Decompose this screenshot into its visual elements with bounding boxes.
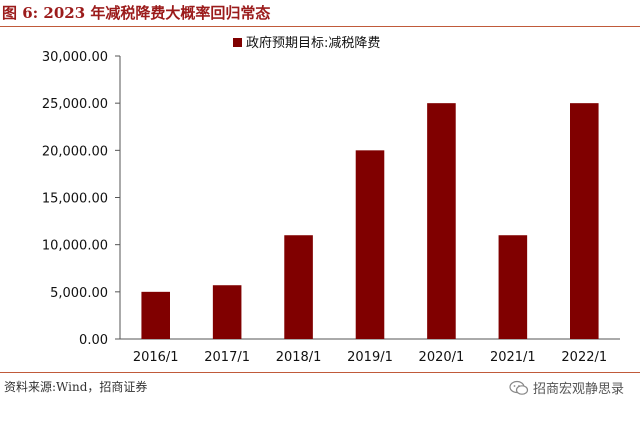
x-tick-label: 2020/1: [419, 350, 465, 365]
y-tick-label: 20,000.00: [42, 144, 108, 159]
y-tick-label: 0.00: [79, 333, 108, 348]
x-tick-label: 2019/1: [347, 350, 393, 365]
source-note: 资料来源:Wind，招商证券: [4, 380, 148, 394]
y-tick-label: 10,000.00: [42, 239, 108, 254]
footer-divider: [0, 372, 640, 373]
bar: [212, 285, 242, 339]
bar: [284, 235, 313, 339]
bar-chart: 0.00 5,000.00 10,000.00 15,000.00 20,000.00 2…: [42, 36, 620, 365]
y-tick-label: 15,000.00: [42, 192, 108, 207]
figure-title: 图 6: 2023 年减税降费大概率回归常态: [2, 4, 271, 22]
title-divider: [0, 26, 640, 27]
bar: [427, 103, 456, 340]
bar: [355, 150, 385, 339]
legend-swatch: [233, 38, 242, 47]
bar: [141, 291, 170, 339]
wechat-icon: [509, 380, 529, 395]
x-tick-label: 2018/1: [276, 350, 322, 365]
bar: [570, 103, 599, 340]
bar: [498, 235, 528, 339]
x-tick-label: 2022/1: [561, 350, 607, 365]
x-tick-label: 2017/1: [204, 350, 250, 365]
watermark: 招商宏观静思录: [509, 378, 624, 397]
bars: [141, 103, 599, 340]
y-axis: 0.00 5,000.00 10,000.00 15,000.00 20,000.00 2…: [42, 50, 121, 348]
x-axis: 2016/1 2017/1 2018/1 2019/1 2020/1 2021/1 2022…: [120, 338, 620, 365]
legend: 政府预期目标:减税降费: [233, 36, 380, 51]
legend-label: 政府预期目标:减税降费: [246, 36, 380, 51]
x-tick-label: 2021/1: [490, 350, 536, 365]
x-tick-label: 2016/1: [133, 350, 179, 365]
y-tick-label: 25,000.00: [42, 97, 108, 112]
y-tick-label: 30,000.00: [42, 50, 108, 65]
watermark-text: 招商宏观静思录: [532, 382, 624, 397]
y-tick-label: 5,000.00: [50, 286, 108, 301]
